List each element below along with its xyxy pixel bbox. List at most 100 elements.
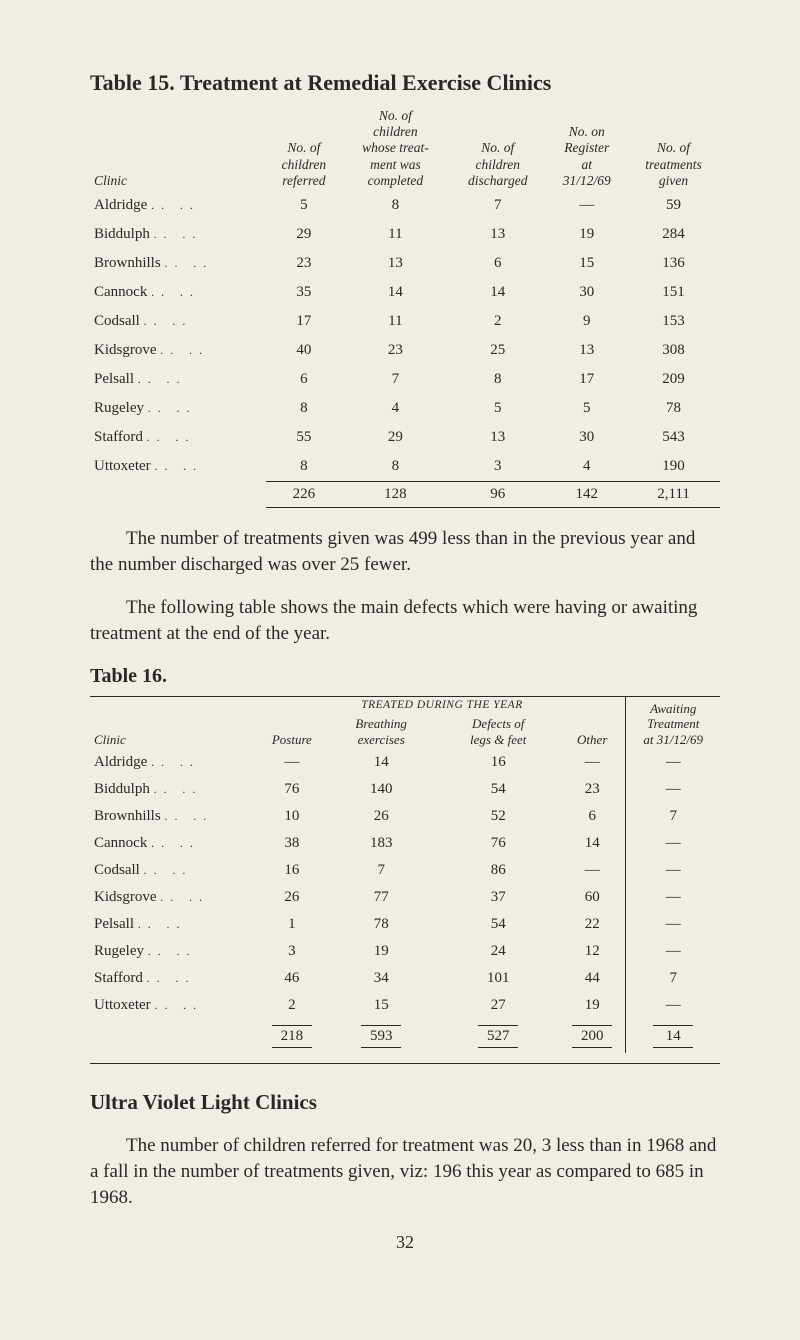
table-row: Pelsall . . . .67817209 <box>90 365 720 394</box>
cell-value: 29 <box>266 220 342 249</box>
clinic-name: Aldridge . . . . <box>90 191 266 220</box>
cell-value: 8 <box>266 394 342 423</box>
clinic-name: Uttoxeter . . . . <box>90 452 266 482</box>
cell-value: 140 <box>325 776 437 803</box>
table16-bottom-rule <box>90 1063 720 1064</box>
table-row: Cannock . . . .381837614— <box>90 830 720 857</box>
cell-value: 8 <box>342 452 450 482</box>
clinic-name: Aldridge . . . . <box>90 749 259 776</box>
cell-value: 14 <box>325 749 437 776</box>
cell-value: 1 <box>259 911 325 938</box>
clinic-name: Brownhills . . . . <box>90 249 266 278</box>
clinic-name: Pelsall . . . . <box>90 911 259 938</box>
total-value: 2,111 <box>627 481 720 507</box>
cell-value: 6 <box>449 249 546 278</box>
table-row: Pelsall . . . .1785422— <box>90 911 720 938</box>
cell-value: — <box>259 749 325 776</box>
clinic-name: Rugeley . . . . <box>90 938 259 965</box>
clinic-name: Kidsgrove . . . . <box>90 336 266 365</box>
cell-value: 40 <box>266 336 342 365</box>
clinic-name: Rugeley . . . . <box>90 394 266 423</box>
cell-value: 8 <box>449 365 546 394</box>
clinic-name: Biddulph . . . . <box>90 220 266 249</box>
table-row: Uttoxeter . . . .2152719— <box>90 992 720 1019</box>
cell-value: 44 <box>559 965 626 992</box>
cell-value: — <box>546 191 627 220</box>
clinic-name: Stafford . . . . <box>90 965 259 992</box>
total-value: 200 <box>559 1019 626 1053</box>
table-row: Kidsgrove . . . .26773760— <box>90 884 720 911</box>
cell-value: — <box>626 857 720 884</box>
total-value: 14 <box>626 1019 720 1053</box>
cell-value: 13 <box>342 249 450 278</box>
cell-value: 5 <box>266 191 342 220</box>
clinic-name: Pelsall . . . . <box>90 365 266 394</box>
cell-value: 308 <box>627 336 720 365</box>
section-para: The number of children referred for trea… <box>90 1133 720 1210</box>
cell-value: 10 <box>259 803 325 830</box>
cell-value: 13 <box>546 336 627 365</box>
cell-value: 46 <box>259 965 325 992</box>
cell-value: 8 <box>342 191 450 220</box>
table15-col-completed: No. ofchildrenwhose treat-ment wascomple… <box>342 106 450 191</box>
cell-value: 37 <box>437 884 559 911</box>
clinic-name: Codsall . . . . <box>90 307 266 336</box>
cell-value: 2 <box>449 307 546 336</box>
cell-value: 24 <box>437 938 559 965</box>
cell-value: 78 <box>325 911 437 938</box>
cell-value: 16 <box>437 749 559 776</box>
cell-value: 13 <box>449 423 546 452</box>
table-row: Cannock . . . .35141430151 <box>90 278 720 307</box>
cell-value: 59 <box>627 191 720 220</box>
cell-value: 7 <box>626 965 720 992</box>
total-value: 527 <box>437 1019 559 1053</box>
cell-value: 3 <box>259 938 325 965</box>
cell-value: 16 <box>259 857 325 884</box>
cell-value: — <box>626 776 720 803</box>
cell-value: 22 <box>559 911 626 938</box>
cell-value: 7 <box>342 365 450 394</box>
cell-value: — <box>559 857 626 884</box>
total-value: 128 <box>342 481 450 507</box>
cell-value: 7 <box>626 803 720 830</box>
total-value: 593 <box>325 1019 437 1053</box>
cell-value: 5 <box>546 394 627 423</box>
cell-value: 30 <box>546 278 627 307</box>
table-row: Rugeley . . . .845578 <box>90 394 720 423</box>
table16: TREATED DURING THE YEAR AwaitingTreatmen… <box>90 696 720 1054</box>
cell-value: — <box>626 992 720 1019</box>
cell-value: 7 <box>449 191 546 220</box>
cell-value: 14 <box>559 830 626 857</box>
table15-col-register: No. onRegisterat31/12/69 <box>546 106 627 191</box>
table16-group-header: TREATED DURING THE YEAR <box>325 696 559 714</box>
cell-value: 13 <box>449 220 546 249</box>
table-row: Aldridge . . . .—1416—— <box>90 749 720 776</box>
cell-value: 209 <box>627 365 720 394</box>
cell-value: 27 <box>437 992 559 1019</box>
cell-value: 76 <box>259 776 325 803</box>
table16-group-header-row: TREATED DURING THE YEAR AwaitingTreatmen… <box>90 696 720 714</box>
page-number: 32 <box>90 1232 720 1253</box>
cell-value: 19 <box>325 938 437 965</box>
cell-value: 26 <box>259 884 325 911</box>
cell-value: 86 <box>437 857 559 884</box>
clinic-name: Cannock . . . . <box>90 830 259 857</box>
table15-col-clinic: Clinic <box>90 106 266 191</box>
table16-header-row: Clinic Posture Breathingexercises Defect… <box>90 714 720 749</box>
table15: Clinic No. ofchildrenreferred No. ofchil… <box>90 106 720 508</box>
cell-value: 34 <box>325 965 437 992</box>
cell-value: 8 <box>266 452 342 482</box>
cell-value: 151 <box>627 278 720 307</box>
cell-value: 23 <box>559 776 626 803</box>
cell-value: 54 <box>437 911 559 938</box>
table-row: Brownhills . . . .10265267 <box>90 803 720 830</box>
cell-value: 17 <box>266 307 342 336</box>
table-row: Brownhills . . . .2313615136 <box>90 249 720 278</box>
cell-value: 19 <box>546 220 627 249</box>
clinic-name: Cannock . . . . <box>90 278 266 307</box>
clinic-name: Brownhills . . . . <box>90 803 259 830</box>
cell-value: 4 <box>342 394 450 423</box>
total-value: 96 <box>449 481 546 507</box>
table16-title: Table 16. <box>90 665 720 688</box>
table-row: Stafford . . . .55291330543 <box>90 423 720 452</box>
